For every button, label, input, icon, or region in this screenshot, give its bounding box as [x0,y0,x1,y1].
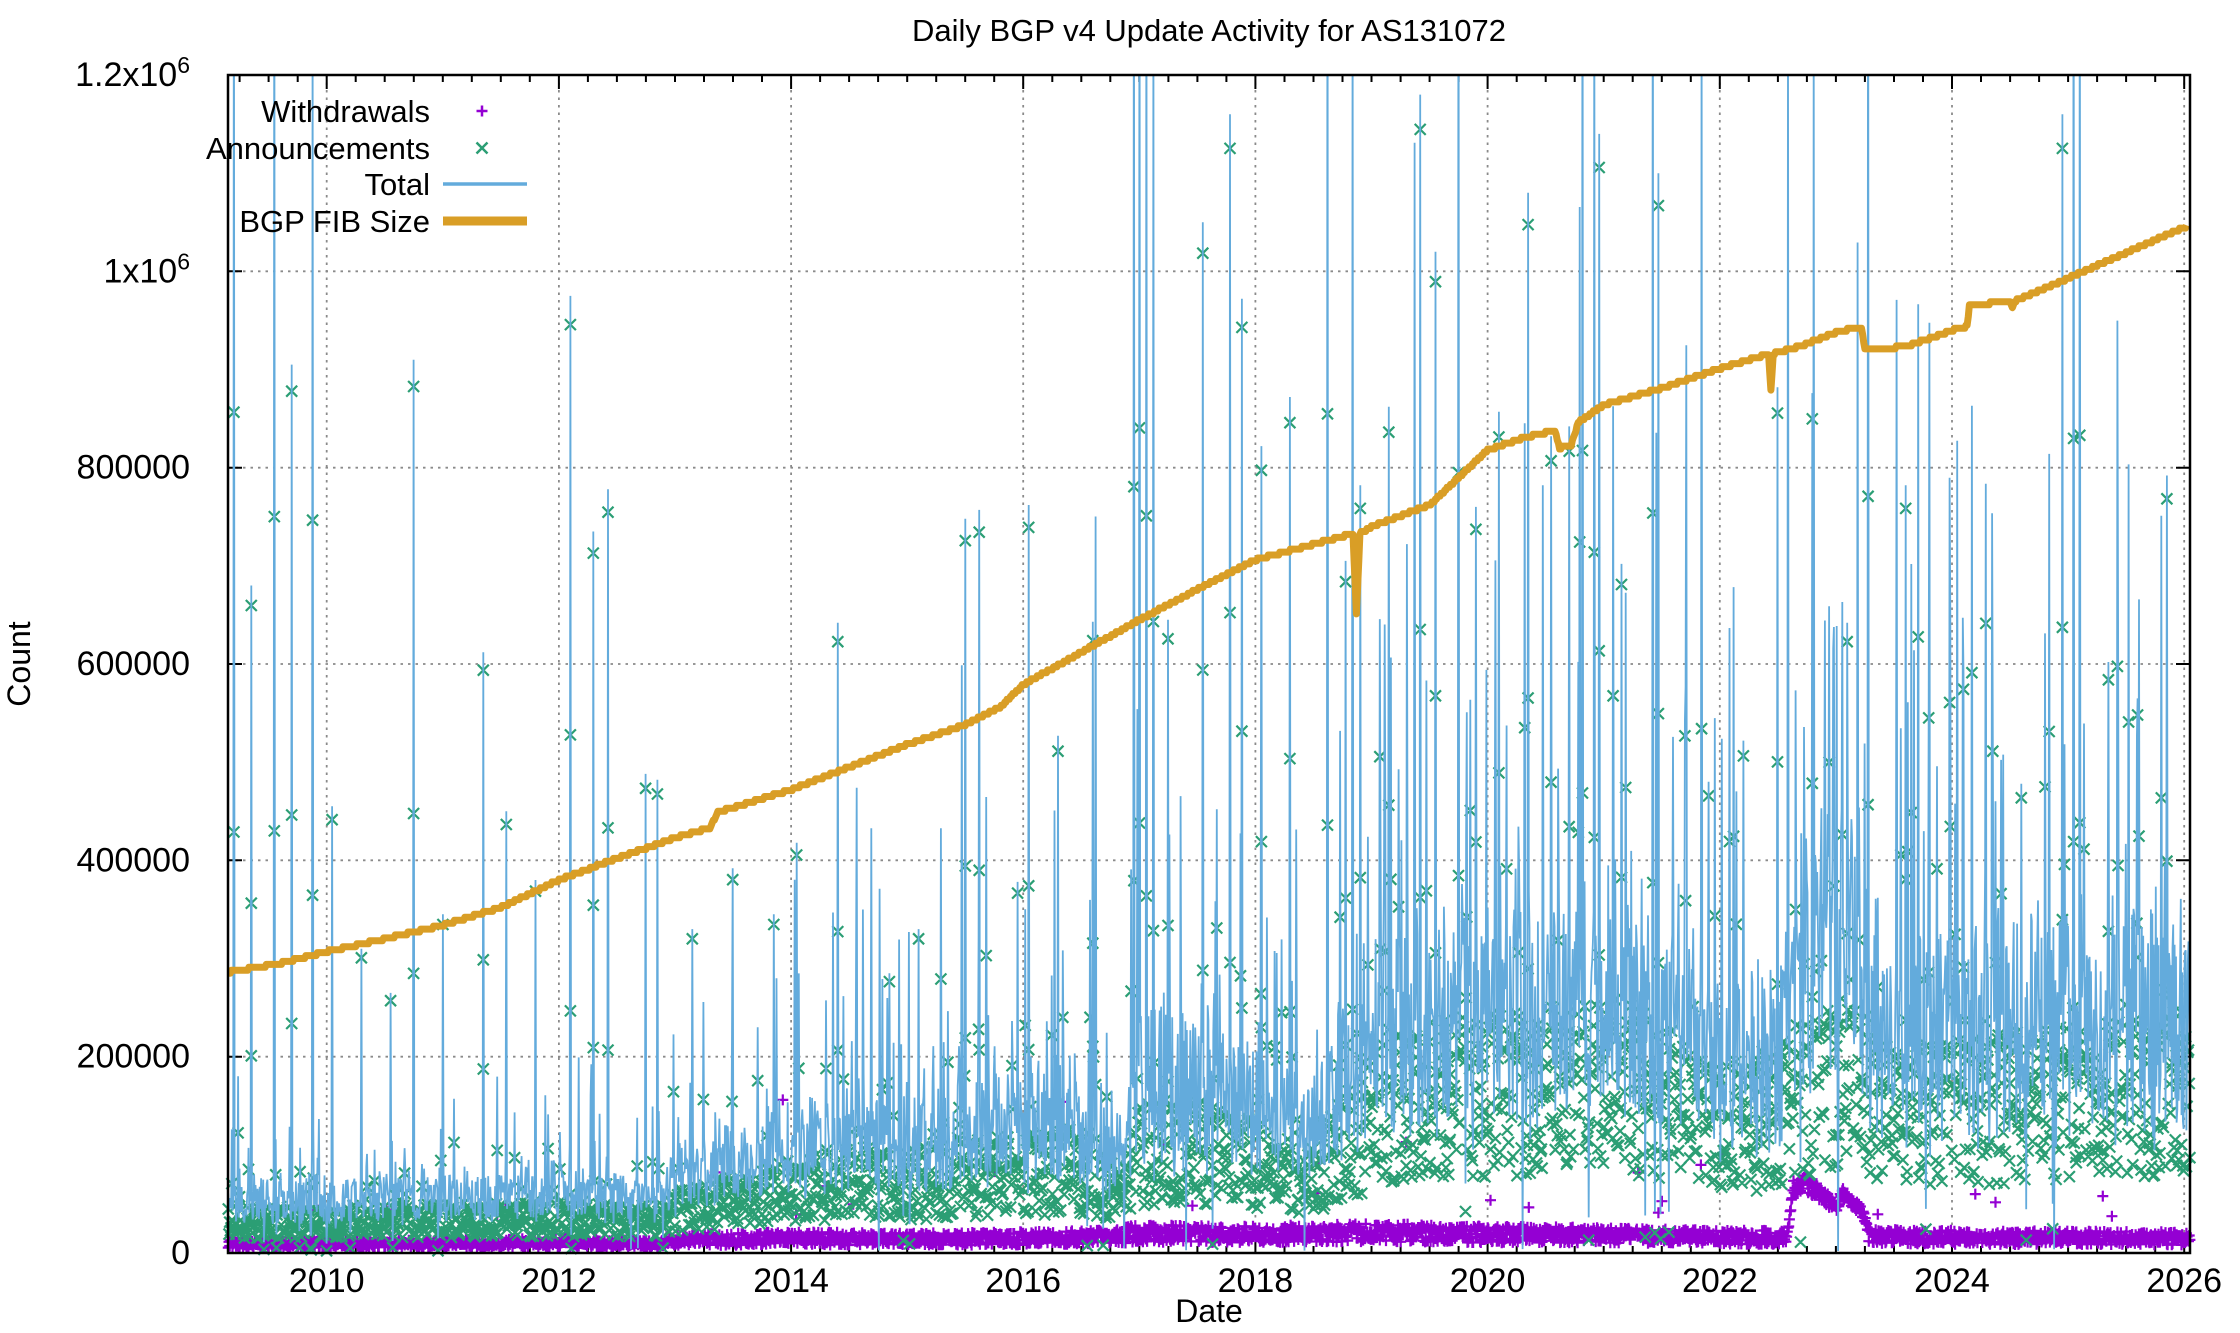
series-bgp-fib-size [228,223,2190,977]
y-tick-label: 0 [171,1234,190,1272]
chart-title: Daily BGP v4 Update Activity for AS13107… [912,13,1506,48]
y-tick-label: 400000 [77,841,190,879]
x-tick-label: 2020 [1450,1262,1526,1300]
x-tick-label: 2012 [521,1262,597,1300]
legend-label: BGP FIB Size [239,204,430,239]
x-tick-label: 2010 [289,1262,365,1300]
x-tick-label: 2022 [1682,1262,1758,1300]
y-tick-label: 600000 [77,645,190,683]
grid-lines [228,75,2190,1253]
y-tick-label: 800000 [77,449,190,487]
legend-label: Total [365,167,430,202]
y-tick-label: 200000 [77,1038,190,1076]
x-tick-label: 2024 [1914,1262,1990,1300]
x-tick-label: 2016 [985,1262,1061,1300]
announcements-legend-marker-icon [475,141,489,155]
x-tick-label: 2026 [2146,1262,2222,1300]
x-tick-label: 2014 [753,1262,829,1300]
x-tick-label: 2018 [1218,1262,1294,1300]
legend-label: Withdrawals [261,94,430,129]
legend-label: Announcements [206,131,430,166]
y-tick-label: 1x106 [103,248,190,290]
plot-border [226,73,2192,1255]
x-axis-label: Date [1175,1293,1243,1329]
y-axis-label: Count [1,621,37,707]
y-tick-label: 1.2x106 [75,52,190,94]
withdrawals-legend-marker-icon [476,105,488,117]
series-total [228,75,2190,1252]
